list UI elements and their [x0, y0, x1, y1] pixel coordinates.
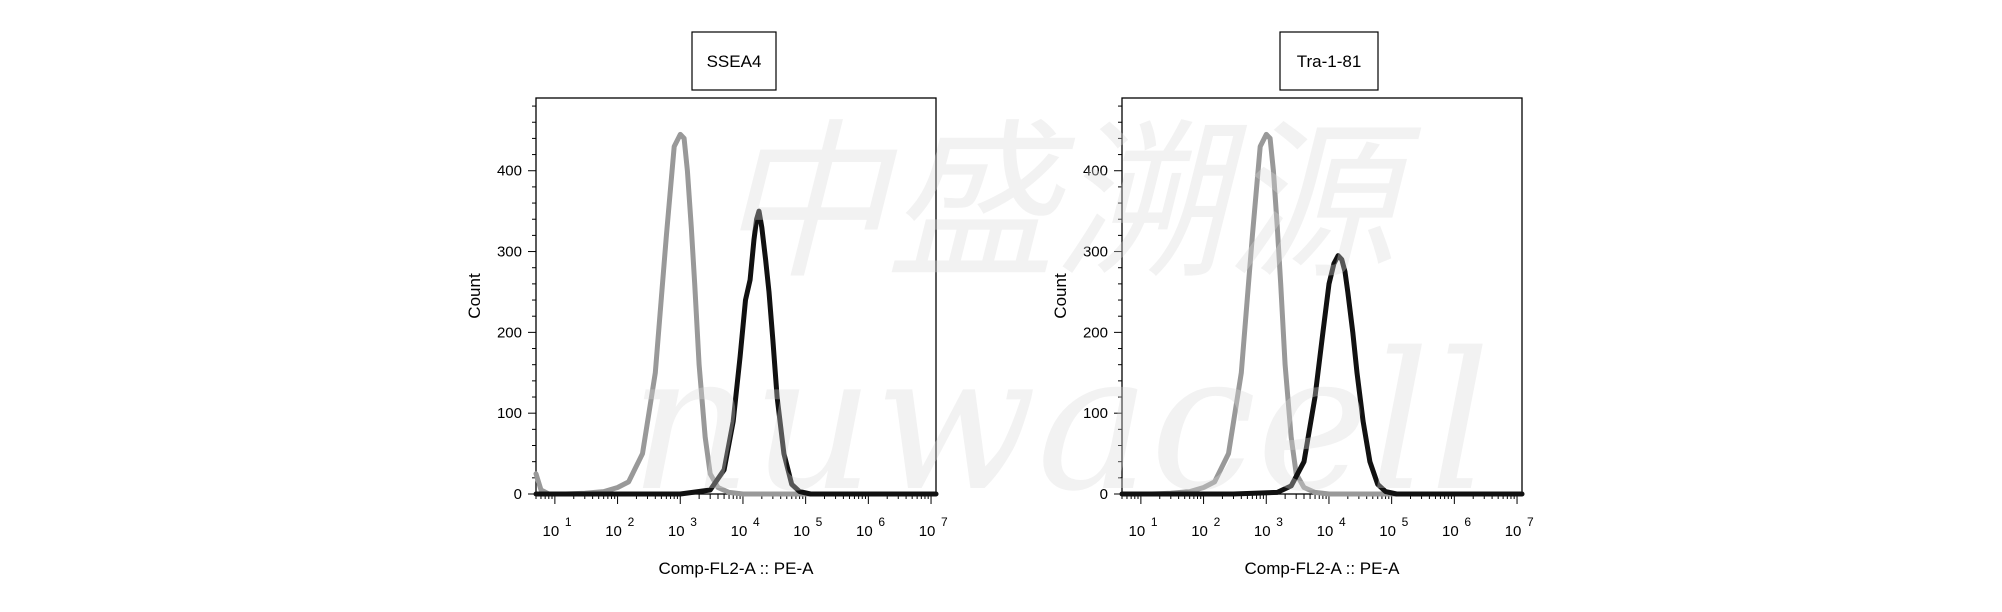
x-tick-label: 10 — [1317, 523, 1334, 540]
x-tick-exponent: 6 — [878, 515, 885, 529]
x-tick-label: 10 — [1442, 523, 1459, 540]
x-tick-exponent: 1 — [1151, 515, 1158, 529]
x-tick-exponent: 3 — [1276, 515, 1283, 529]
y-tick-label: 300 — [497, 244, 522, 261]
x-tick-exponent: 3 — [690, 515, 697, 529]
x-tick-exponent: 7 — [941, 515, 948, 529]
watermark-line-2: nuwacell — [629, 312, 1490, 533]
x-tick-label: 10 — [605, 523, 622, 540]
chart-panel-2: Tra-1-8101002003004001011021031041051061… — [1051, 31, 1534, 578]
x-tick-label: 10 — [793, 523, 810, 540]
x-tick-exponent: 5 — [1402, 515, 1409, 529]
x-tick-exponent: 4 — [1339, 515, 1346, 529]
x-tick-label: 10 — [731, 523, 748, 540]
series-line-1 — [1119, 131, 1525, 497]
y-tick-label: 200 — [497, 324, 522, 341]
series-line-2 — [1119, 253, 1525, 497]
y-axis-label: Count — [465, 273, 484, 319]
x-tick-label: 10 — [856, 523, 873, 540]
x-axis-label: Comp-FL2-A :: PE-A — [1245, 559, 1401, 578]
x-tick-label: 10 — [919, 523, 936, 540]
y-tick-label: 0 — [514, 486, 522, 503]
title-box — [691, 31, 777, 91]
x-tick-exponent: 5 — [816, 515, 823, 529]
y-tick-label: 300 — [1083, 244, 1108, 261]
y-tick-label: 0 — [1100, 486, 1108, 503]
x-tick-label: 10 — [1191, 523, 1208, 540]
x-tick-label: 10 — [668, 523, 685, 540]
x-tick-label: 10 — [1254, 523, 1271, 540]
x-tick-exponent: 6 — [1464, 515, 1471, 529]
series-line-2 — [533, 208, 939, 497]
x-tick-label: 10 — [1505, 523, 1522, 540]
x-tick-label: 10 — [1129, 523, 1146, 540]
y-tick-label: 100 — [497, 405, 522, 422]
x-tick-label: 10 — [1379, 523, 1396, 540]
y-axis-label: Count — [1051, 273, 1070, 319]
x-axis-label: Comp-FL2-A :: PE-A — [659, 559, 815, 578]
chart-title: Tra-1-81 — [1297, 52, 1362, 71]
x-tick-exponent: 1 — [565, 515, 572, 529]
y-tick-label: 200 — [1083, 324, 1108, 341]
y-tick-label: 400 — [1083, 163, 1108, 180]
y-tick-label: 100 — [1083, 405, 1108, 422]
title-box — [1279, 31, 1379, 91]
watermark-line-1: 中盛溯源 — [716, 105, 1422, 303]
chart-title: SSEA4 — [707, 52, 762, 71]
chart-panel-1: SSEA4 0 100 200 300 400 10 1 10 2 10 3 10 4 10 5 10 6 10 7 C… — [465, 31, 948, 578]
x-tick-exponent: 7 — [1527, 515, 1534, 529]
y-tick-label: 400 — [497, 163, 522, 180]
x-tick-label: 10 — [543, 523, 560, 540]
x-tick-exponent: 4 — [753, 515, 760, 529]
x-tick-exponent: 2 — [628, 515, 635, 529]
x-tick-exponent: 2 — [1214, 515, 1221, 529]
